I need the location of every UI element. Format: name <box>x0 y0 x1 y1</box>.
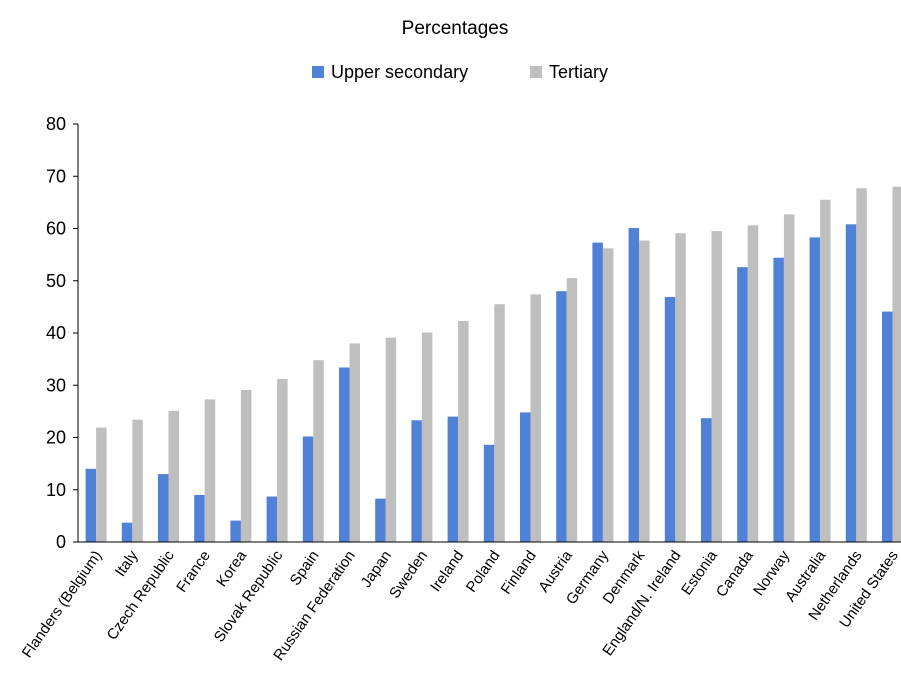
y-tick-label: 60 <box>46 219 66 239</box>
x-tick-label: Spain <box>287 548 323 589</box>
legend-swatch-tertiary <box>530 66 542 78</box>
x-tick-label: Flanders (Belgium) <box>19 548 106 662</box>
bar-tertiary-flanders-belgium <box>96 427 107 542</box>
bar-upper-secondary-sweden <box>411 420 422 542</box>
bar-upper-secondary-flanders-belgium <box>85 468 97 542</box>
x-tick-label: Czech Republic <box>104 547 178 643</box>
y-tick-label: 20 <box>46 428 66 448</box>
bar-tertiary-netherlands <box>856 188 867 542</box>
bar-tertiary-united-states <box>892 186 901 542</box>
y-tick-label: 40 <box>46 323 66 343</box>
bar-tertiary-finland <box>530 294 541 542</box>
bar-tertiary-australia <box>820 199 831 542</box>
bar-tertiary-austria <box>566 278 578 542</box>
legend-swatch-upper-secondary <box>312 66 324 78</box>
x-tick-label: Italy <box>112 547 142 580</box>
bar-upper-secondary-estonia <box>701 418 712 542</box>
bar-tertiary-spain <box>313 360 324 542</box>
bar-upper-secondary-canada <box>737 267 748 542</box>
bar-upper-secondary-germany <box>592 242 603 543</box>
bar-upper-secondary-korea <box>230 520 241 542</box>
bar-upper-secondary-finland <box>520 412 531 542</box>
bar-upper-secondary-spain <box>302 436 314 542</box>
bar-tertiary-norway <box>783 214 795 542</box>
y-tick-label: 50 <box>46 271 66 291</box>
x-tick-label: Slovak Republic <box>211 547 287 645</box>
bar-tertiary-england-n-ireland <box>675 233 686 542</box>
y-tick-label: 80 <box>46 114 66 134</box>
y-tick-label: 70 <box>46 166 66 186</box>
x-tick-label: Finland <box>498 548 540 598</box>
bar-tertiary-germany <box>602 248 614 543</box>
bar-upper-secondary-australia <box>809 237 821 542</box>
bar-upper-secondary-france <box>194 494 205 542</box>
bar-upper-secondary-england-n-ireland <box>664 296 676 542</box>
bar-upper-secondary-czech-republic <box>158 474 169 542</box>
y-tick-label: 0 <box>56 532 66 552</box>
bar-tertiary-ireland <box>458 320 469 542</box>
bar-tertiary-denmark <box>639 240 650 542</box>
bar-tertiary-estonia <box>711 231 722 543</box>
bar-upper-secondary-united-states <box>882 311 893 542</box>
bar-upper-secondary-japan <box>375 498 386 542</box>
legend-label-upper-secondary: Upper secondary <box>331 62 468 82</box>
x-tick-label: Ireland <box>427 548 467 595</box>
bar-upper-secondary-poland <box>483 444 495 542</box>
bar-tertiary-russian-federation <box>349 343 360 542</box>
x-tick-label: Korea <box>213 547 250 590</box>
bar-upper-secondary-italy <box>121 522 133 542</box>
bar-upper-secondary-denmark <box>628 227 640 543</box>
x-tick-label: Canada <box>713 547 757 600</box>
bar-upper-secondary-netherlands <box>845 224 857 542</box>
bar-upper-secondary-slovak-republic <box>266 496 278 542</box>
bar-upper-secondary-ireland <box>447 416 459 542</box>
bar-upper-secondary-austria <box>556 291 567 542</box>
y-tick-label: 10 <box>46 480 66 500</box>
bar-upper-secondary-russian-federation <box>339 367 350 542</box>
legend-label-tertiary: Tertiary <box>549 62 608 82</box>
x-tick-label: France <box>173 548 214 596</box>
y-tick-label: 30 <box>46 375 66 395</box>
bars <box>85 186 901 543</box>
bar-tertiary-korea <box>240 389 252 542</box>
y-axis-tick-labels: 0 10 20 30 40 50 60 70 80 <box>46 114 78 552</box>
bar-tertiary-czech-republic <box>168 410 179 542</box>
bar-tertiary-italy <box>132 419 143 542</box>
bar-upper-secondary-norway <box>773 257 784 542</box>
chart-title: Percentages <box>402 18 509 39</box>
x-tick-label: Sweden <box>386 548 431 602</box>
bar-tertiary-sweden <box>421 332 433 542</box>
bar-tertiary-slovak-republic <box>277 378 288 542</box>
bar-tertiary-canada <box>747 225 759 543</box>
bar-tertiary-france <box>204 399 216 542</box>
bar-tertiary-japan <box>385 337 397 542</box>
legend: Upper secondary Tertiary <box>312 62 608 82</box>
bar-tertiary-poland <box>494 304 505 542</box>
x-tick-label: Japan <box>358 548 395 591</box>
